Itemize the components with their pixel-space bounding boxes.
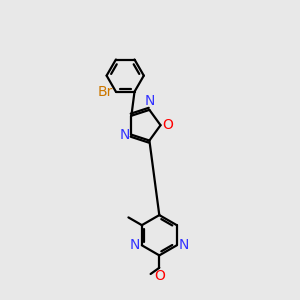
Text: N: N: [119, 128, 130, 142]
Text: N: N: [144, 94, 154, 108]
Text: N: N: [178, 238, 189, 252]
Text: O: O: [154, 269, 165, 283]
Text: O: O: [162, 118, 173, 132]
Text: N: N: [130, 238, 140, 252]
Text: Br: Br: [98, 85, 113, 99]
